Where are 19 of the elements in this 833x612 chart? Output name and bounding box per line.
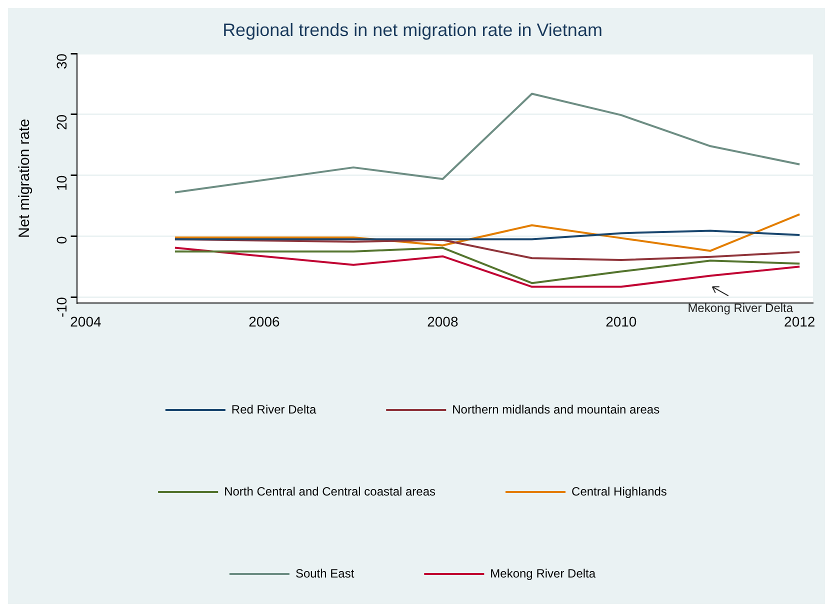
y-tick-label: 20 <box>54 114 70 130</box>
legend-label: Northern midlands and mountain areas <box>452 402 660 416</box>
annotation: Mekong River Delta <box>688 301 794 316</box>
legend-label: North Central and Central coastal areas <box>224 484 436 498</box>
x-tick-label: 2008 <box>427 313 458 330</box>
legend-label: Central Highlands <box>572 484 667 498</box>
x-tick-label: 2004 <box>70 313 102 330</box>
legend-label: Red River Delta <box>231 402 316 416</box>
y-tick-label: -10 <box>54 296 70 318</box>
y-tick-label: 10 <box>54 175 70 191</box>
y-tick-label: 0 <box>54 236 70 244</box>
legend-label: Mekong River Delta <box>490 566 596 580</box>
x-tick-label: 2010 <box>606 313 637 330</box>
y-tick-label: 30 <box>54 53 70 70</box>
legend-label: South East <box>295 566 355 580</box>
y-axis-title: Net migration rate <box>16 118 34 238</box>
x-tick-label: 2012 <box>784 313 816 330</box>
chart-title: Regional trends in net migration rate in Vietnam <box>222 20 602 40</box>
x-tick-label: 2006 <box>248 313 280 330</box>
